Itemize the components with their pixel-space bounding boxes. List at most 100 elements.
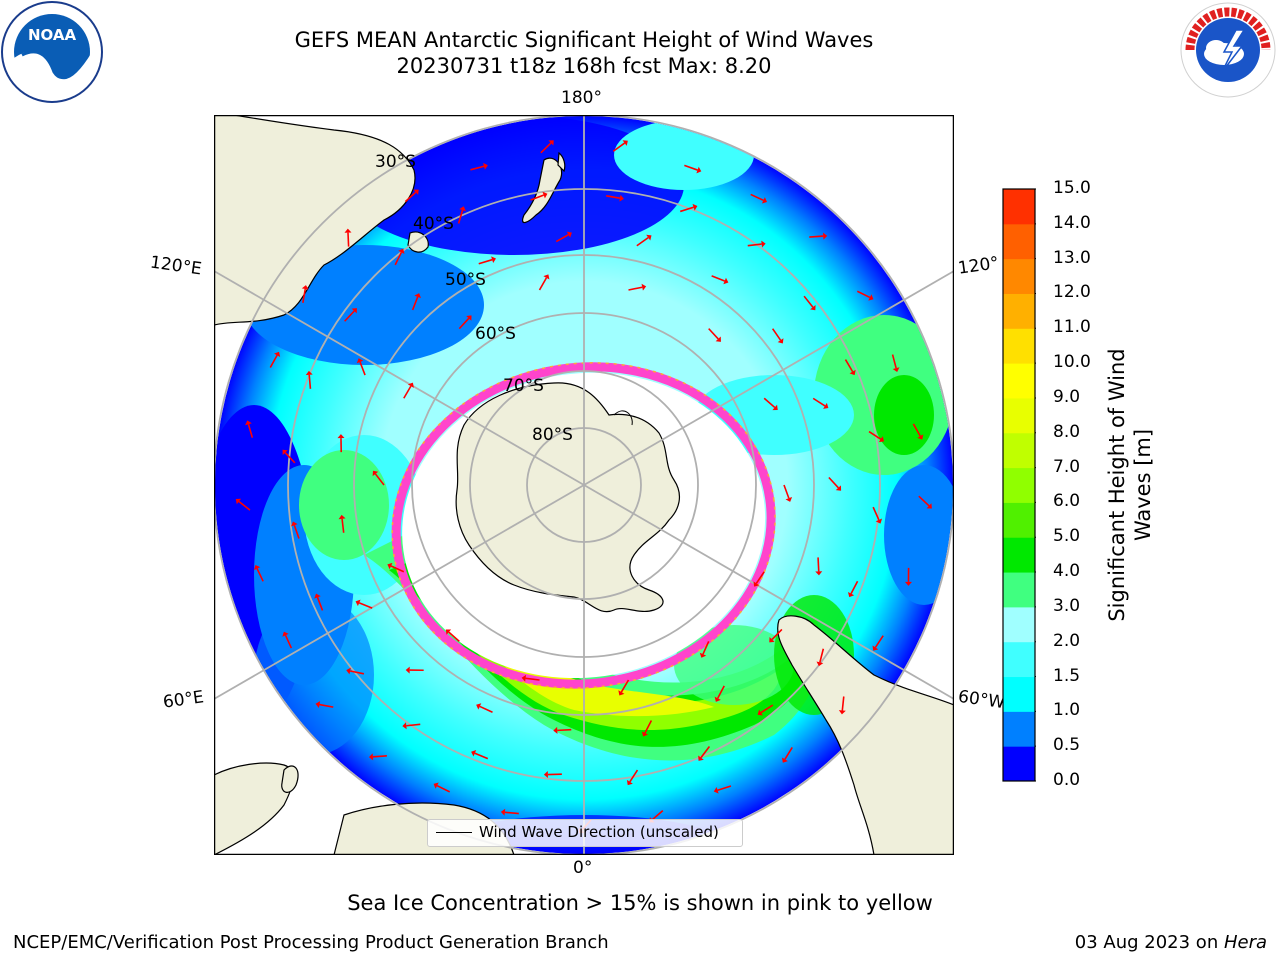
colorbar-tick-label: 1.0 — [1053, 700, 1081, 721]
wave-arrow — [702, 641, 710, 655]
colorbar-tick-label: 1.5 — [1053, 665, 1081, 686]
colorbar-segment — [1003, 432, 1035, 469]
colorbar-segment — [1003, 537, 1035, 573]
wave-arrow-head — [521, 674, 527, 682]
wave-arrow — [844, 359, 854, 373]
wave-arrow — [247, 424, 254, 438]
wave-arrow-head — [904, 581, 912, 586]
wave-arrow — [411, 296, 419, 311]
antarctic-wave-map — [214, 115, 954, 855]
wave-arrow-head — [543, 274, 550, 280]
colorbar-segment — [1003, 572, 1035, 608]
wave-arrow-head — [815, 571, 823, 576]
colorbar-segment — [1003, 676, 1035, 712]
wave-arrow-head — [301, 285, 309, 290]
map-title: GEFS MEAN Antarctic Significant Height o… — [294, 28, 874, 52]
wave-arrow-head — [491, 256, 496, 264]
wave-arrow-head — [618, 690, 625, 696]
colorbar-segment — [1003, 223, 1035, 260]
wave-arrow-head — [372, 470, 379, 477]
wave-arrow-head — [878, 436, 885, 443]
wave-arrow-head — [245, 420, 252, 426]
wave-arrow — [319, 703, 334, 708]
wave-arrow — [809, 235, 824, 238]
wave-arrow-head — [337, 434, 345, 439]
colorbar-tick-label: 0.5 — [1053, 735, 1081, 756]
wave-arrow-head — [646, 234, 652, 241]
wave-arrow — [269, 354, 278, 368]
wave-arrow — [817, 557, 820, 572]
wave-arrow — [372, 755, 387, 758]
wave-arrow — [717, 785, 732, 792]
wave-arrow — [771, 328, 782, 341]
colorbar — [1002, 188, 1036, 782]
wave-arrow — [403, 385, 412, 399]
colorbar-segment — [1003, 293, 1035, 329]
wave-arrow — [636, 236, 649, 247]
wave-arrow-head — [466, 315, 472, 321]
wave-arrow-head — [761, 240, 766, 248]
colorbar-tick-label: 10.0 — [1053, 352, 1091, 373]
colorbar-tick-label: 0.0 — [1053, 770, 1081, 790]
wave-arrow — [284, 634, 293, 649]
wave-arrow-head — [356, 358, 364, 364]
land-masses — [214, 115, 954, 855]
wave-arrow-head — [476, 703, 482, 710]
wave-arrow-head — [414, 293, 421, 299]
wave-arrow — [504, 811, 519, 815]
wave-arrow-head — [715, 336, 721, 342]
colorbar-segment — [1003, 641, 1035, 678]
wave-arrow-head — [355, 599, 361, 607]
wave-arrow-head — [471, 750, 477, 757]
wave-arrow — [436, 784, 451, 793]
wave-arrow-head — [757, 709, 763, 716]
footer-organization: NCEP/EMC/Verification Post Processing Pr… — [13, 932, 609, 953]
wave-arrow-head — [872, 645, 879, 651]
wave-arrow — [760, 704, 774, 714]
wave-arrow — [448, 631, 460, 642]
wave-arrow — [872, 506, 880, 521]
wave-arrow — [474, 752, 489, 760]
colorbar-tick-label: 9.0 — [1053, 386, 1081, 407]
colorbar-segment — [1003, 328, 1035, 364]
wave-arrow-head — [892, 367, 900, 372]
map-legend: Wind Wave Direction (unscaled) — [427, 819, 743, 847]
lat-label-30s: 30°S — [375, 152, 416, 172]
lon-label-120e: 120°E — [148, 252, 203, 280]
wave-arrow — [841, 696, 845, 711]
wave-arrow-head — [875, 518, 883, 524]
wave-arrow-head — [698, 755, 704, 761]
wave-arrow — [684, 164, 698, 171]
wave-arrow-head — [553, 726, 558, 734]
wave-arrow-head — [626, 779, 633, 786]
wave-arrow — [470, 165, 485, 171]
wave-arrow-head — [433, 782, 439, 789]
lat-label-60s: 60°S — [475, 324, 516, 344]
wave-arrow-head — [699, 652, 707, 658]
colorbar-tick-label: 8.0 — [1053, 421, 1081, 442]
wave-arrow — [771, 628, 783, 641]
wave-arrow-head — [459, 206, 466, 212]
wave-arrow-head — [351, 308, 357, 314]
wave-arrow — [555, 233, 569, 243]
colorbar-segment — [1003, 397, 1035, 434]
wave-arrow — [803, 295, 814, 308]
wave-arrow — [540, 142, 552, 154]
wave-arrow — [557, 728, 572, 732]
lon-label-0: 0° — [573, 858, 593, 878]
colorbar-tick-label: 3.0 — [1053, 595, 1081, 616]
wave-arrow — [868, 430, 882, 440]
wave-arrow — [620, 679, 630, 693]
nws-logo-icon — [1180, 2, 1276, 98]
wave-arrow-head — [769, 637, 775, 643]
wave-arrow-head — [282, 631, 289, 637]
wave-arrow — [651, 809, 664, 821]
wave-arrow-head — [868, 294, 874, 301]
wave-arrow-head — [622, 140, 628, 146]
wave-arrow-head — [368, 753, 374, 761]
wave-arrow — [344, 310, 355, 322]
wave-arrow — [302, 288, 307, 303]
wave-arrow — [347, 232, 350, 247]
colorbar-segment — [1003, 189, 1035, 225]
wave-arrow — [711, 275, 725, 282]
